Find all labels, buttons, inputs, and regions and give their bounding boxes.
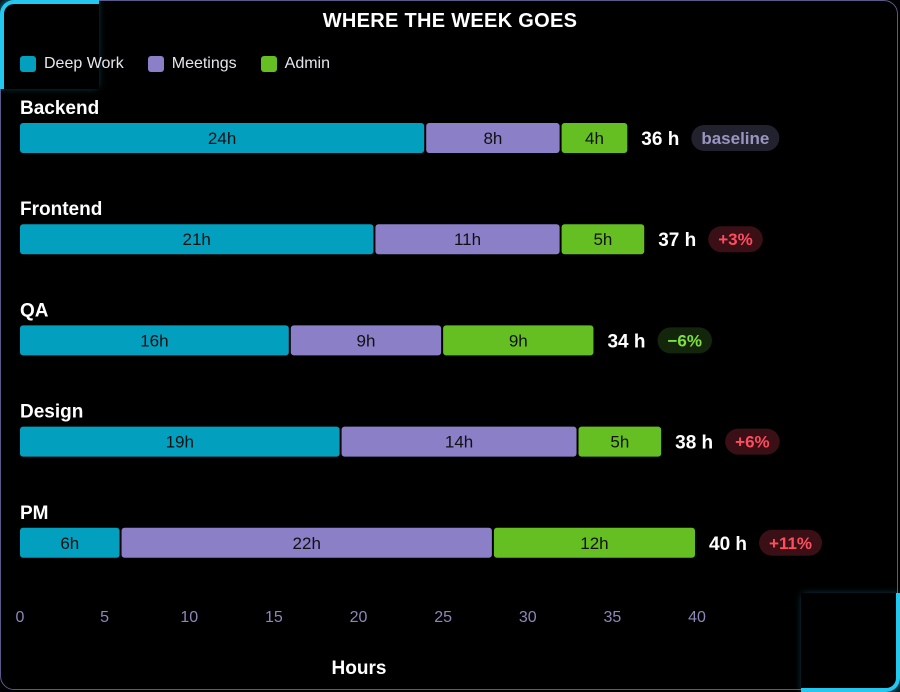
- category-label-qa: QA: [20, 300, 49, 321]
- bar-label-pm-meetings: 22h: [293, 534, 321, 553]
- bar-label-backend-meetings: 8h: [483, 129, 502, 148]
- bar-pm-meetings: [121, 527, 492, 558]
- total-label-pm: 40 h: [709, 534, 747, 555]
- legend-label-meetings: Meetings: [171, 55, 237, 72]
- x-tick-label-30: 30: [519, 609, 537, 626]
- legend-swatch-deep-work: [20, 56, 36, 72]
- total-label-backend: 36 h: [641, 129, 679, 150]
- legend-label-deep-work: Deep Work: [44, 55, 124, 72]
- bar-label-design-meetings: 14h: [445, 433, 473, 452]
- change-badge-backend: [691, 125, 780, 151]
- x-tick-label-15: 15: [265, 609, 283, 626]
- total-label-qa: 34 h: [607, 331, 645, 352]
- x-axis-label: Hours: [331, 658, 387, 679]
- x-tick-label-5: 5: [100, 609, 109, 626]
- category-label-backend: Backend: [20, 98, 99, 119]
- change-badge-text-backend: baseline: [701, 129, 769, 148]
- bar-label-qa-admin: 9h: [509, 331, 528, 350]
- bar-qa-deep-work: [20, 325, 289, 356]
- bar-design-admin: [578, 426, 662, 457]
- bar-label-frontend-deep-work: 21h: [183, 230, 211, 249]
- change-badge-pm: [759, 529, 823, 556]
- change-badge-text-pm: +11%: [769, 534, 812, 553]
- change-badge-frontend: [708, 226, 763, 253]
- bar-backend-deep-work: [20, 123, 425, 153]
- bar-qa-admin: [443, 325, 594, 356]
- x-tick-label-20: 20: [350, 609, 368, 626]
- x-tick-label-40: 40: [688, 609, 706, 626]
- bar-label-backend-admin: 4h: [585, 129, 604, 148]
- legend-label-admin: Admin: [284, 55, 331, 72]
- bar-frontend-admin: [561, 224, 645, 255]
- x-tick-label-0: 0: [16, 609, 25, 626]
- legend-item-admin: Admin: [260, 55, 331, 73]
- chart-legend: Deep Work Meetings Admin: [20, 55, 354, 73]
- total-label-design: 38 h: [675, 433, 713, 454]
- bar-label-pm-deep-work: 6h: [60, 534, 79, 553]
- bar-label-design-deep-work: 19h: [166, 433, 194, 452]
- total-label-frontend: 37 h: [658, 230, 696, 251]
- bar-design-meetings: [341, 426, 577, 457]
- x-tick-label-25: 25: [434, 609, 452, 626]
- bar-frontend-deep-work: [20, 224, 374, 255]
- bar-label-frontend-admin: 5h: [593, 230, 612, 249]
- change-badge-text-qa: −6%: [667, 331, 702, 350]
- bar-label-frontend-meetings: 11h: [454, 230, 481, 249]
- bar-backend-admin: [561, 123, 628, 153]
- bar-label-backend-deep-work: 24h: [208, 129, 236, 148]
- change-badge-design: [725, 428, 780, 455]
- bar-label-qa-meetings: 9h: [357, 331, 376, 350]
- legend-swatch-admin: [260, 56, 277, 72]
- bar-design-deep-work: [20, 426, 340, 457]
- change-badge-qa: [657, 327, 712, 354]
- x-tick-label-10: 10: [180, 609, 198, 626]
- bar-label-qa-deep-work: 16h: [140, 331, 168, 350]
- category-label-pm: PM: [20, 503, 49, 524]
- category-label-design: Design: [20, 402, 83, 423]
- category-label-frontend: Frontend: [20, 199, 102, 220]
- bar-backend-meetings: [426, 123, 560, 153]
- bar-pm-admin: [493, 527, 695, 558]
- bar-frontend-meetings: [375, 224, 560, 255]
- x-tick-label-35: 35: [603, 609, 621, 626]
- bar-qa-meetings: [290, 325, 442, 356]
- bar-label-pm-admin: 12h: [580, 534, 608, 553]
- bar-pm-deep-work: [20, 527, 120, 558]
- change-badge-text-frontend: +3%: [718, 230, 753, 249]
- legend-item-deep-work: Deep Work: [20, 55, 124, 73]
- chart-title: WHERE THE WEEK GOES: [322, 10, 578, 32]
- change-badge-text-design: +6%: [735, 433, 770, 452]
- legend-swatch-meetings: [147, 56, 164, 72]
- bar-label-design-admin: 5h: [610, 433, 629, 452]
- legend-item-meetings: Meetings: [147, 55, 237, 73]
